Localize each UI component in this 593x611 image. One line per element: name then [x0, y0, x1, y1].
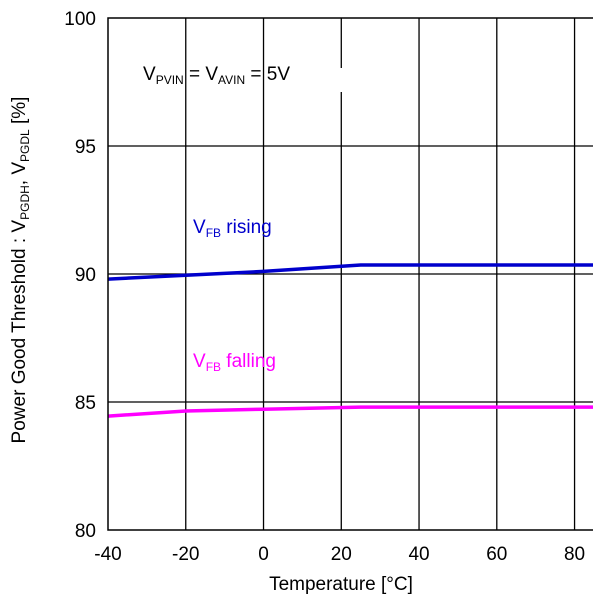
rising-label-rest: rising — [221, 217, 272, 238]
condition-annotation: VPVIN = VAVIN = 5V — [143, 64, 290, 87]
y-tick-label: 95 — [75, 137, 96, 158]
condition-part: PVIN — [156, 73, 184, 87]
series-label-falling: VFB falling — [193, 351, 276, 374]
series-line-rising — [107, 263, 593, 281]
falling-label-sub: FB — [206, 360, 221, 374]
x-axis-label: Temperature [°C] — [269, 574, 413, 595]
y-tick-label: 100 — [64, 9, 96, 30]
rising-label-sub: FB — [206, 226, 221, 240]
x-tick-labels: -40 -20 0 20 40 60 80 — [94, 544, 585, 565]
grid-lines — [108, 18, 593, 530]
series-label-rising: VFB rising — [193, 217, 272, 240]
condition-part: = V — [184, 64, 219, 85]
y-tick-label: 85 — [75, 393, 96, 414]
x-tick-label: 20 — [331, 544, 352, 565]
y-tick-label: 90 — [75, 265, 96, 286]
y-axis-label-unit: [%] — [9, 97, 30, 130]
y-tick-label: 80 — [75, 521, 96, 542]
falling-label-main: V — [193, 351, 206, 372]
x-tick-label: 80 — [564, 544, 585, 565]
y-axis-label: Power Good Threshold : VPGDH, VPGDL [%] — [9, 97, 32, 444]
x-tick-label: -40 — [94, 544, 121, 565]
falling-label-rest: falling — [221, 351, 276, 372]
y-axis-label-sub2: PGDL — [18, 129, 32, 162]
condition-part: V — [143, 64, 156, 85]
x-tick-label: 60 — [486, 544, 507, 565]
y-axis-label-sep: , V — [9, 162, 30, 186]
plot-frame — [107, 17, 593, 531]
rising-label-main: V — [193, 217, 206, 238]
series-line-falling — [107, 405, 593, 418]
y-axis-label-main: Power Good Threshold : V — [9, 220, 30, 444]
condition-part: = 5V — [245, 64, 290, 85]
y-tick-labels: 80 85 90 95 100 — [64, 9, 96, 542]
x-tick-label: -20 — [172, 544, 199, 565]
series-lines — [107, 263, 593, 418]
condition-part: AVIN — [218, 73, 245, 87]
x-tick-label: 40 — [408, 544, 429, 565]
x-tick-label: 0 — [258, 544, 269, 565]
y-axis-label-sub1: PGDH — [18, 185, 32, 220]
